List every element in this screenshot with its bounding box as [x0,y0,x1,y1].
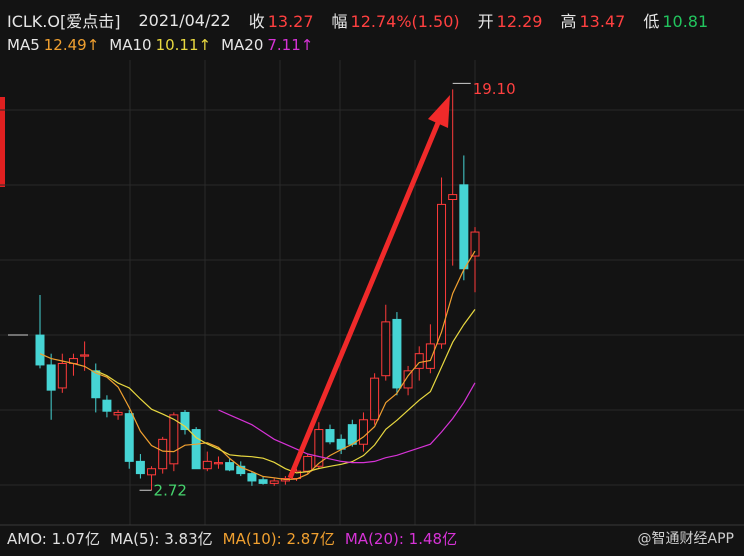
ma-legend: MA5 12.49↑ MA10 10.11↑ MA20 7.11↑ [7,36,313,54]
highlight-arrow [287,95,450,479]
candle-body [191,429,201,470]
field-label: 低 [643,12,660,31]
candle-body [135,460,145,475]
quote-field: 高 13.47 [560,8,625,32]
candle-body [425,343,435,369]
grid [0,60,744,525]
candle-body [314,429,324,467]
quote-field: 收 13.27 [249,8,314,32]
volume-legend-item: MA(5): 3.83亿 [109,530,213,548]
candle-body [347,424,357,445]
field-value: 12.74%(1.50) [350,12,460,31]
candle-body [35,334,45,366]
candle-body [236,465,246,475]
candle-body [258,479,268,484]
field-value: 13.47 [579,12,626,31]
volume-legend-item: MA(20): 1.48亿 [344,530,458,548]
field-label: 开 [477,12,494,31]
field-value: 12.29 [496,12,543,31]
volume-legend-item: MA(10): 2.87亿 [222,530,335,548]
candle-body [169,414,179,465]
legend-name: MA10 [109,36,152,54]
candle-body [437,203,447,345]
arrow-shaft [287,117,443,479]
field-label: 幅 [331,12,348,31]
candle-body [448,194,458,201]
candle-body [470,231,480,257]
candle-body [370,377,380,421]
quote-field: 开 12.29 [478,8,543,32]
candle-body [147,468,157,476]
symbol: ICLK.O[爱点击] [7,12,121,31]
candle-body [358,419,368,445]
candle-body [80,354,90,357]
candle-body [403,370,413,389]
max-label: 19.10 [473,80,516,98]
field-value: 10.81 [662,12,709,31]
candle-body [46,364,56,391]
legend-value: 10.11↑ [155,36,212,54]
field-value: 13.27 [267,12,314,31]
candle-body [91,370,101,399]
candle-body [213,462,223,465]
quote-field: 幅 12.74%(1.50) [332,8,460,32]
min-label: 2.72 [154,482,187,500]
candle-body [102,399,112,412]
legend-name: MA5 [7,36,40,54]
candle-body [414,353,424,369]
ma-line [218,382,476,464]
candle-body [202,460,212,470]
arrow-head [428,95,450,128]
field-label: 收 [248,12,265,31]
legend-name: MA20 [221,36,264,54]
date: 2021/04/22 [138,10,231,30]
candle-body [247,473,257,482]
candle-body [392,318,402,389]
field-label: 高 [560,12,577,31]
candle-body [303,455,313,472]
candle-body [225,462,235,471]
candle-body [269,480,279,484]
quote-field: 低 10.81 [643,8,708,32]
volume-legend-item: AMO: 1.07亿 [7,530,100,548]
candle-body [180,411,190,431]
volume-legend: AMO: 1.07亿 MA(5): 3.83亿 MA(10): 2.87亿 MA(20… [7,528,457,549]
candle-body [325,429,335,443]
legend-value: 7.11↑ [267,36,314,54]
watermark: @智通财经APP [637,531,734,547]
side-marker [0,97,5,187]
quote-header: ICLK.O[爱点击] 2021/04/22 收 13.27 幅 12.74%(1.5… [7,8,708,32]
candle-body [381,321,391,377]
ma-line [39,250,476,481]
candle-body [158,438,168,470]
legend-value: 12.49↑ [43,36,100,54]
candle-body [459,184,469,270]
candle-body [124,413,134,462]
candle-body [57,362,67,389]
ma-line [95,309,476,474]
candle-body [113,411,123,416]
